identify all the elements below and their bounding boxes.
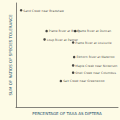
svg-text:Platte River at Brady: Platte River at Brady [49, 29, 80, 33]
svg-text:Salt Creek near Greenwood: Salt Creek near Greenwood [63, 79, 104, 83]
svg-text:SUM OF RATIOS OF SPECIES TOLER: SUM OF RATIOS OF SPECIES TOLERANCE [8, 14, 13, 96]
svg-text:Platte River at Louisville: Platte River at Louisville [75, 41, 111, 45]
svg-text:Shell Creek near Columbus: Shell Creek near Columbus [75, 71, 116, 75]
svg-text:PERCENTAGE OF TAXA AS DIPTERA: PERCENTAGE OF TAXA AS DIPTERA [32, 111, 102, 116]
svg-text:Platte River at Duncan: Platte River at Duncan [77, 29, 111, 33]
svg-text:Maple Creek near Nickerson: Maple Creek near Nickerson [75, 63, 117, 67]
svg-text:Elkhorn River at Waterloo: Elkhorn River at Waterloo [76, 55, 114, 59]
svg-text:Loup River at Palmer: Loup River at Palmer [47, 37, 79, 41]
svg-text:Sand Creek near Bradshaw: Sand Creek near Bradshaw [23, 8, 64, 12]
